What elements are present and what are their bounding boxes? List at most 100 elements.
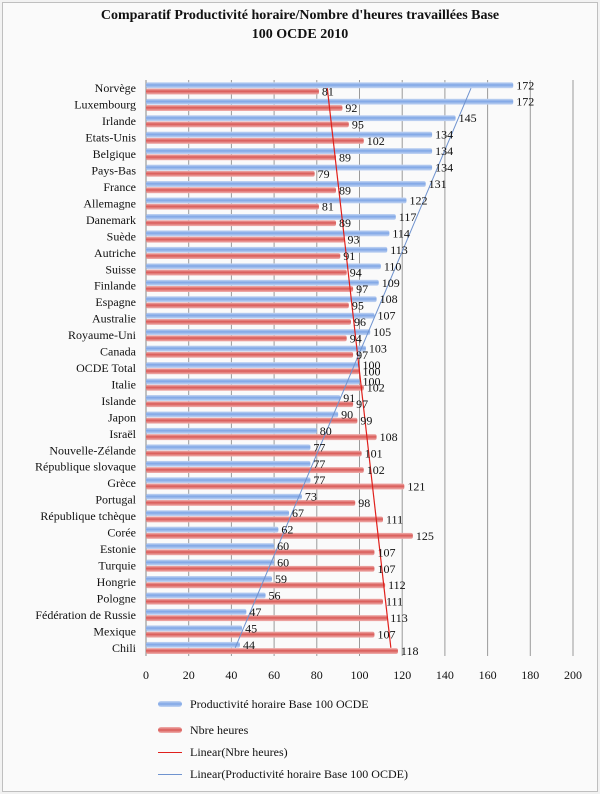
label-heures-france: 89 (339, 183, 351, 197)
x-tick-140: 140 (436, 668, 454, 682)
label-productivite-mexique: 45 (245, 621, 257, 635)
category-italie: Italie (111, 377, 136, 391)
label-heures-autriche: 91 (343, 249, 355, 263)
label-heures-luxembourg: 92 (345, 101, 357, 115)
category-islande: Islande (101, 394, 136, 408)
label-heures-etats-unis: 102 (367, 134, 385, 148)
label-productivite-suisse: 110 (384, 259, 402, 273)
bar-productivite-autriche (146, 246, 388, 253)
bar-heures-coree (146, 532, 413, 539)
label-productivite-hongrie: 59 (275, 572, 287, 586)
label-heures-belgique: 89 (339, 150, 351, 164)
label-productivite-grece: 77 (313, 473, 325, 487)
bar-productivite-republique-slovaque (146, 460, 311, 467)
bar-heures-suede (146, 236, 345, 243)
category-belgique: Belgique (93, 147, 136, 161)
x-tick-100: 100 (351, 668, 369, 682)
bar-heures-italie (146, 384, 364, 391)
label-productivite-italie: 100 (363, 374, 381, 388)
bars (146, 82, 514, 655)
label-productivite-autriche: 113 (390, 243, 408, 257)
category-israel: Israël (109, 427, 136, 441)
x-tick-120: 120 (393, 668, 411, 682)
bar-productivite-canada (146, 345, 366, 352)
bar-heures-turquie (146, 565, 375, 572)
x-tick-0: 0 (143, 668, 149, 682)
label-productivite-chili: 44 (243, 638, 255, 652)
legend-swatch-heures (158, 727, 182, 733)
x-tick-160: 160 (479, 668, 497, 682)
label-productivite-irlande: 145 (459, 111, 477, 125)
label-heures-royaume-uni: 94 (350, 331, 362, 345)
bar-heures-danemark (146, 220, 337, 227)
bar-heures-islande (146, 401, 354, 408)
label-productivite-finlande: 109 (382, 276, 400, 290)
bar-heures-finlande (146, 286, 354, 292)
legend-label-heures: Nbre heures (190, 723, 249, 737)
category-turquie: Turquie (98, 558, 136, 572)
category-estonie: Estonie (100, 542, 136, 556)
category-grece: Grèce (107, 476, 136, 490)
legend-label-linear-productivite: Linear(Productivité horaire Base 100 OCD… (190, 767, 408, 781)
label-productivite-suede: 114 (392, 226, 410, 240)
category-pologne: Pologne (97, 591, 136, 605)
label-productivite-portugal: 73 (305, 490, 317, 504)
category-irlande: Irlande (102, 114, 136, 128)
bar-heures-norvege (146, 88, 319, 95)
bar-heures-portugal (146, 499, 356, 506)
label-productivite-allemagne: 122 (409, 193, 427, 207)
category-suede: Suède (107, 229, 136, 243)
label-productivite-espagne: 108 (380, 292, 398, 306)
category-royaume-uni: Royaume-Uni (68, 328, 137, 342)
bar-productivite-hongrie (146, 576, 272, 582)
label-heures-nouvelle-zelande: 101 (365, 447, 383, 461)
x-tick-200: 200 (564, 668, 582, 682)
label-heures-coree: 125 (416, 529, 434, 543)
bar-heures-hongrie (146, 582, 386, 589)
bar-heures-irlande (146, 121, 349, 128)
bar-productivite-france (146, 181, 426, 187)
bar-heures-canada (146, 351, 354, 358)
category-canada: Canada (100, 345, 137, 359)
bar-heures-nouvelle-zelande (146, 450, 362, 457)
category-chili: Chili (112, 641, 137, 655)
category-australie: Australie (92, 312, 136, 326)
bar-productivite-estonie (146, 543, 275, 550)
bar-heures-chili (146, 648, 398, 655)
label-heures-suede: 93 (348, 233, 360, 247)
category-mexique: Mexique (93, 624, 136, 638)
label-heures-australie: 96 (354, 315, 366, 329)
category-luxembourg: Luxembourg (74, 98, 136, 112)
chart-title-line2: 100 OCDE 2010 (251, 27, 349, 42)
bar-heures-ocde-total (146, 368, 360, 375)
bar-productivite-allemagne (146, 197, 407, 204)
label-productivite-estonie: 60 (277, 539, 289, 553)
category-norvege: Norvège (95, 81, 136, 95)
category-coree: Corée (107, 526, 136, 540)
bar-productivite-federation-de-russie (146, 608, 247, 615)
trendline-productivite (234, 88, 472, 648)
label-heures-finlande: 97 (356, 282, 368, 296)
bar-heures-allemagne (146, 203, 319, 210)
label-productivite-royaume-uni: 105 (373, 325, 391, 339)
label-heures-espagne: 95 (352, 298, 364, 312)
bar-productivite-luxembourg (146, 98, 514, 105)
label-productivite-israel: 80 (320, 424, 332, 438)
x-tick-20: 20 (183, 668, 195, 682)
bar-productivite-royaume-uni (146, 329, 371, 336)
category-japon: Japon (108, 410, 136, 424)
category-allemagne: Allemagne (83, 196, 136, 210)
bar-heures-belgique (146, 154, 337, 161)
bar-heures-australie (146, 318, 351, 325)
data-labels: 172 81 172 92 145 95 134 102 134 89 134 79 131 89 122 8… (243, 78, 534, 658)
label-heures-republique-slovaque: 102 (367, 463, 385, 477)
label-productivite-nouvelle-zelande: 77 (313, 440, 325, 454)
bar-productivite-norvege (146, 82, 514, 89)
bar-productivite-australie (146, 312, 375, 319)
label-productivite-federation-de-russie: 47 (249, 605, 261, 619)
category-autriche: Autriche (94, 246, 136, 260)
bar-productivite-republique-tcheque (146, 510, 290, 517)
legend-label-productivite: Productivité horaire Base 100 OCDE (190, 697, 369, 711)
bar-productivite-portugal (146, 493, 302, 500)
label-heures-danemark: 89 (339, 216, 351, 230)
